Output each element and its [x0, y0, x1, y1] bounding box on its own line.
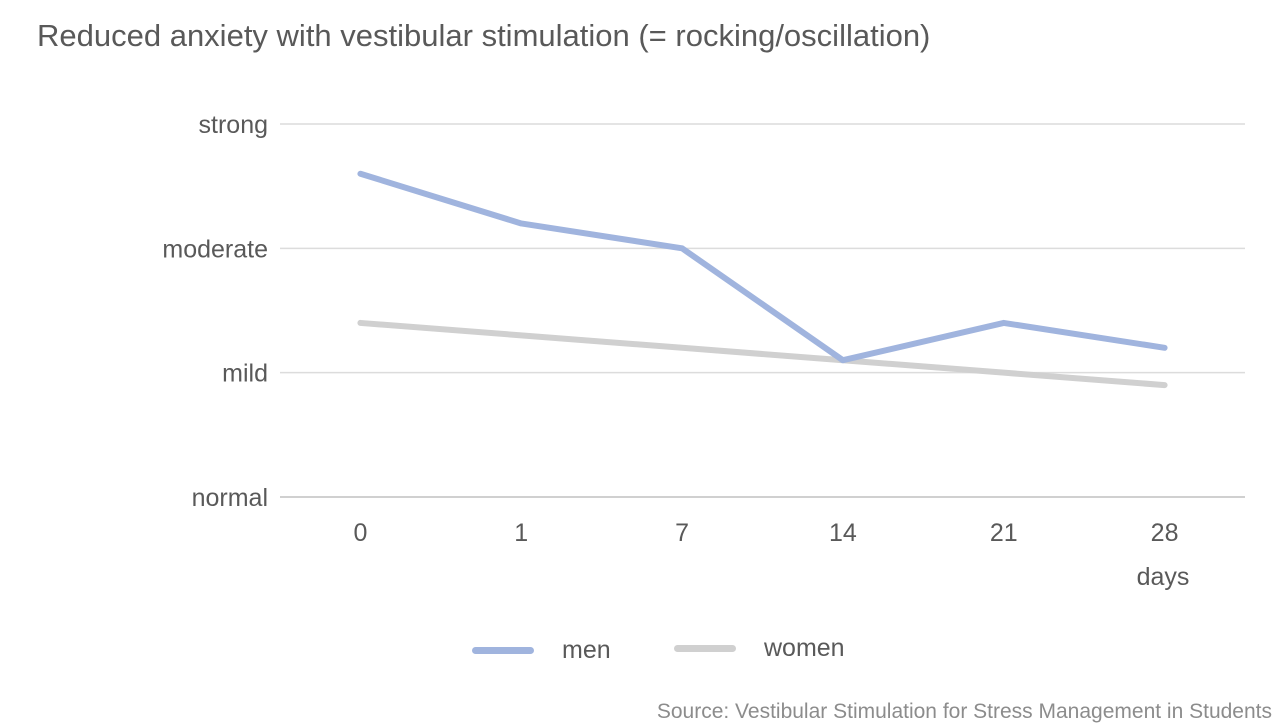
legend-swatch-men: [472, 646, 534, 654]
y-tick-label-normal: normal: [192, 484, 268, 512]
series-line-men: [357, 170, 1168, 364]
x-tick-label-14: 14: [829, 519, 857, 547]
legend-label-men: men: [562, 635, 611, 664]
x-tick-label-28: 28: [1151, 519, 1179, 547]
legend-label-women: women: [764, 633, 845, 662]
legend-item-women: women: [674, 633, 845, 663]
x-tick-label-7: 7: [675, 519, 689, 547]
x-tick-label-21: 21: [990, 519, 1018, 547]
x-tick-label-1: 1: [514, 519, 528, 547]
series-lines: [357, 170, 1168, 389]
y-axis-tick-labels: normal mild moderate strong: [162, 111, 268, 512]
gridlines: [280, 123, 1245, 498]
legend-swatch-women: [674, 644, 736, 652]
source-note: Source: Vestibular Stimulation for Stres…: [656, 700, 1272, 723]
x-tick-label-0: 0: [353, 519, 367, 547]
y-tick-label-strong: strong: [199, 111, 268, 139]
y-tick-label-mild: mild: [222, 360, 268, 388]
y-tick-label-moderate: moderate: [162, 235, 268, 263]
chart-title: Reduced anxiety with vestibular stimulat…: [37, 18, 931, 53]
x-axis-tick-labels: 0 1 7 14 21 28: [353, 519, 1178, 547]
x-axis-title: days: [1137, 563, 1190, 591]
legend-item-men: men: [472, 635, 611, 665]
series-line-women: [357, 319, 1168, 389]
